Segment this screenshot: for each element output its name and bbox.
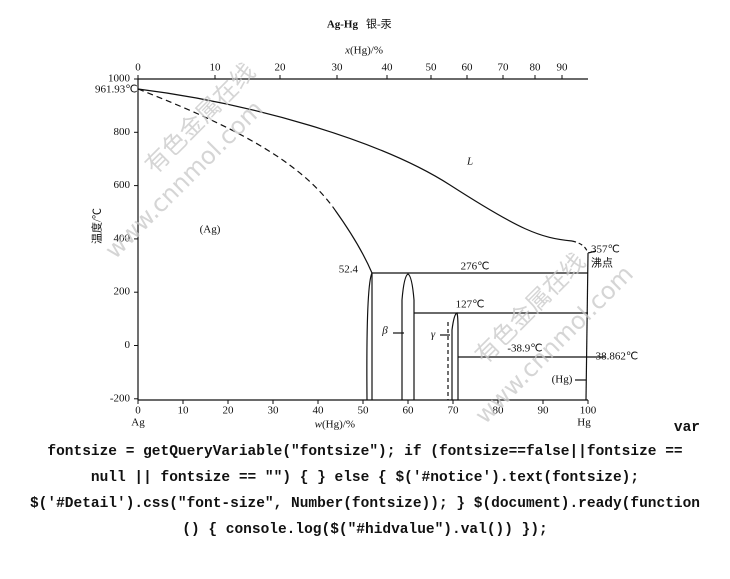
y-tick-label: 600: [114, 179, 131, 191]
top-tick-label: 30: [332, 62, 344, 74]
bottom-tick-label: 70: [448, 405, 460, 417]
ag-solvus: [366, 272, 373, 401]
diagram-label: Hg: [577, 417, 591, 429]
diagram-label: -38.862℃: [592, 351, 638, 363]
code-line: null || fontsize == "") { } else { $('#n…: [90, 470, 640, 486]
diagram-label: L: [466, 156, 473, 168]
ticks: [134, 75, 589, 404]
hg-boundary: [585, 253, 589, 401]
diagram-label: 961.93℃: [95, 84, 138, 96]
y-tick-label: 200: [114, 286, 131, 298]
diagram-label: 127℃: [456, 299, 485, 311]
curves: [137, 78, 605, 401]
bottom-tick-label: 60: [403, 405, 415, 417]
y-tick-label: 1000: [108, 73, 131, 85]
top-tick-label: 90: [557, 62, 569, 74]
y-axis-label: 温度/℃: [90, 208, 104, 244]
code-line: () { console.log($("#hidvalue").val()) }…: [182, 522, 548, 538]
solidus: [334, 209, 373, 274]
code-line: fontsize = getQueryVariable("fontsize");…: [47, 444, 683, 460]
title: Ag-Hg: [327, 19, 359, 31]
top-axis-var: x: [344, 45, 350, 57]
bottom-axis-var: w: [315, 419, 323, 431]
bottom-tick-label: 40: [313, 405, 325, 417]
bottom-axis-unit: (Hg)/%: [322, 419, 355, 431]
top-tick-label: 50: [426, 62, 438, 74]
bp-leader: [587, 250, 597, 254]
diagram-label: γ: [431, 329, 436, 341]
beta-phase: [401, 273, 415, 400]
labels: Ag-Hg 银-汞x (Hg)/%w (Hg)/%温度/℃0 10 20 30 40 50 60 7…: [90, 17, 639, 431]
bottom-tick-label: 10: [178, 405, 190, 417]
diagram-label: 276℃: [461, 261, 490, 273]
y-tick-label: 800: [114, 126, 131, 138]
top-tick-label: 60: [462, 62, 474, 74]
top-axis-unit: (Hg)/%: [350, 45, 383, 57]
top-tick-label: 70: [498, 62, 510, 74]
diagram-label: 357℃: [591, 244, 620, 256]
code-line: var: [673, 420, 700, 436]
bottom-tick-label: 30: [268, 405, 280, 417]
code-line: $('#Detail').css("font-size", Number(fon…: [29, 496, 700, 512]
liquidus: [137, 88, 573, 242]
bottom-tick-label: 80: [493, 405, 505, 417]
diagram-label: 52.4: [339, 264, 359, 276]
y-tick-label: -200: [110, 392, 131, 404]
top-tick-label: 20: [275, 62, 287, 74]
liquidus-dashed: [571, 240, 589, 255]
y-tick-label: 400: [114, 232, 131, 244]
y-tick-label: 0: [125, 339, 131, 351]
bottom-tick-label: 50: [358, 405, 370, 417]
top-tick-label: 10: [210, 62, 222, 74]
diagram-label: Ag: [131, 417, 145, 429]
top-tick-label: 0: [135, 62, 141, 74]
solidus-dashed: [137, 88, 336, 211]
bottom-tick-label: 90: [538, 405, 550, 417]
top-tick-label: 40: [382, 62, 394, 74]
diagram-label: (Ag): [200, 224, 221, 236]
diagram-label: β: [381, 325, 388, 337]
bottom-tick-label: 0: [135, 405, 141, 417]
bottom-tick-label: 20: [223, 405, 235, 417]
diagram-label: -38.9℃: [507, 343, 542, 355]
bottom-tick-label: 100: [580, 405, 597, 417]
diagram-label: 沸点: [591, 257, 613, 270]
gamma-phase: [451, 312, 459, 400]
top-tick-label: 80: [530, 62, 542, 74]
title-cn: 银-汞: [366, 17, 392, 31]
diagram-label: (Hg): [552, 374, 573, 386]
